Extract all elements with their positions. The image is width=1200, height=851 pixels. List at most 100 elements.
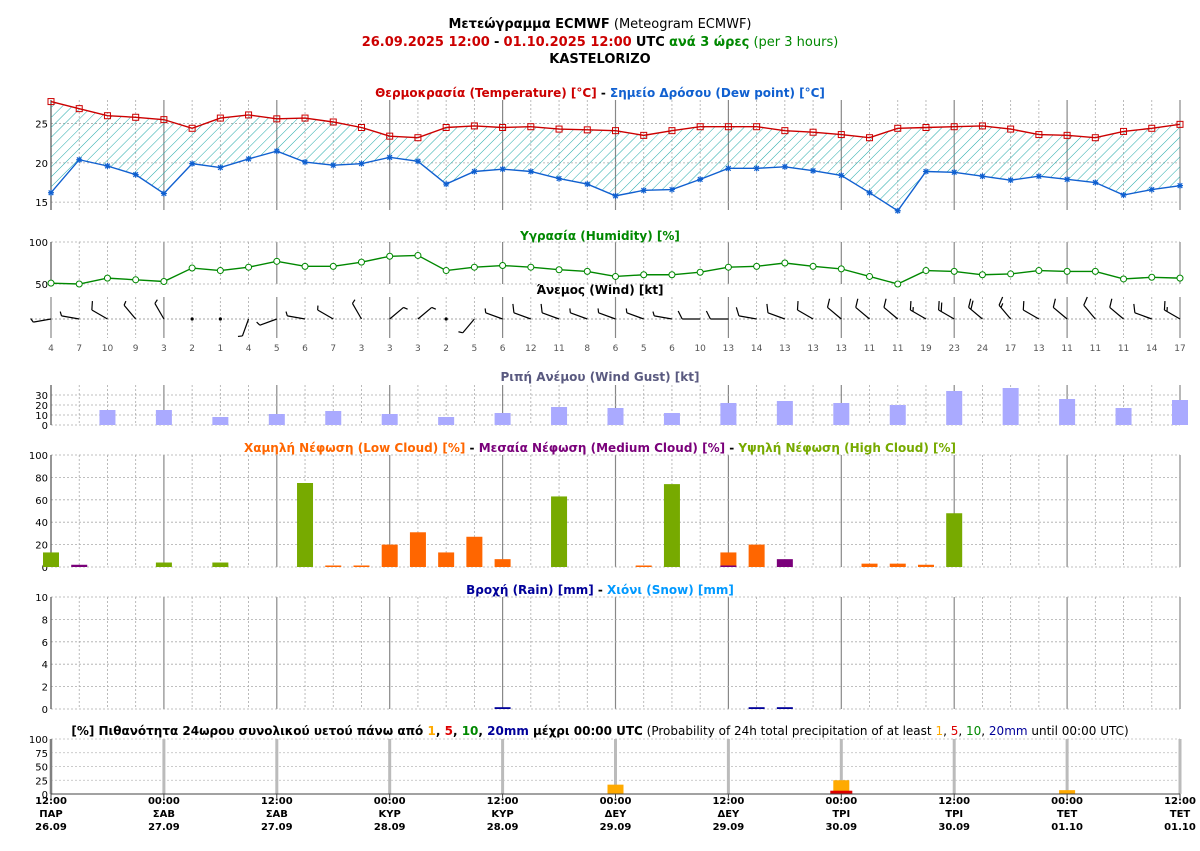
wind-barb	[154, 299, 165, 320]
wind-barb	[540, 303, 560, 320]
time-label-date: 27.09	[261, 822, 293, 833]
temperature-point	[555, 125, 563, 133]
wind-barb-half	[285, 311, 288, 317]
gust-bar	[551, 407, 568, 425]
low-cloud-bar	[438, 552, 455, 567]
time-label-hour: 12:00	[1164, 796, 1196, 807]
dewpoint-point	[471, 168, 478, 175]
dewpoint-point	[245, 155, 252, 162]
wind-barb-staff	[123, 304, 137, 320]
wind-barb	[705, 310, 729, 320]
temperature-point	[809, 128, 817, 136]
precip-ytick: 6	[42, 638, 48, 649]
dewpoint-point	[132, 171, 139, 178]
dewpoint-point	[443, 181, 450, 188]
wind-speed-label: 11	[864, 344, 875, 354]
wind-speed-label: 7	[330, 344, 336, 354]
wind-barb-staff	[91, 309, 108, 320]
temperature-point	[273, 115, 281, 123]
wind-barb-staff	[541, 312, 560, 320]
wind-barb-flag	[796, 301, 799, 311]
humidity-point	[103, 274, 111, 282]
low-cloud-bar	[748, 544, 765, 567]
humidity-point	[386, 252, 394, 260]
dewpoint-point	[414, 158, 421, 165]
time-label-hour: 00:00	[1051, 796, 1083, 807]
wind-barb-staff	[241, 318, 250, 337]
wind-barb-flag	[91, 301, 93, 311]
probability-title-part: 1	[935, 724, 943, 738]
wind-speed-label: 8	[584, 344, 590, 354]
wind-barb-half	[123, 300, 127, 306]
humidity-point	[442, 267, 450, 275]
humidity-point	[555, 266, 563, 274]
humidity-point	[894, 280, 902, 288]
time-label-date: 29.09	[713, 822, 745, 833]
wind-speed-label: 1	[217, 344, 223, 354]
clouds-title-part: -	[725, 441, 738, 455]
temperature-title-part: Σημείο Δρόσου (Dew point) [°C]	[610, 86, 825, 100]
low-cloud-bar	[353, 565, 370, 567]
period-start: 26.09.2025 12:00	[361, 35, 490, 50]
wind-barb	[123, 300, 137, 320]
wind-barb-half	[652, 311, 655, 317]
clouds-ytick: 80	[35, 473, 48, 484]
wind-title: Άνεμος (Wind) [kt]	[536, 283, 663, 297]
temperature-title-part: Θερμοκρασία (Temperature) [°C]	[375, 86, 597, 100]
dewpoint-point	[781, 163, 788, 170]
probability-title: [%] Πιθανότητα 24ωρου συνολικού υετού πά…	[71, 724, 1128, 738]
temperature-point	[470, 122, 478, 130]
wind-barb-flag	[938, 301, 940, 311]
probability-ytick: 25	[35, 776, 48, 787]
humidity-point	[1120, 275, 1128, 283]
humidity-title: Υγρασία (Humidity) [%]	[519, 229, 680, 243]
probability-ytick: 0	[42, 790, 48, 801]
wind-barb-half	[59, 311, 63, 317]
wind-barb-staff	[626, 312, 644, 320]
humidity-point	[781, 259, 789, 267]
wind-barb-half	[1000, 303, 1004, 308]
wind-speed-label: 3	[387, 344, 393, 354]
wind-speed-label: 19	[920, 344, 932, 354]
temperature-ytick: 20	[35, 159, 48, 170]
time-label-date: 28.09	[487, 822, 519, 833]
humidity-point	[1091, 267, 1099, 275]
dewpoint-point	[302, 159, 309, 166]
humidity-point	[414, 251, 422, 259]
wind-barb-staff	[654, 315, 673, 320]
time-label-date: 01.10	[1164, 822, 1196, 833]
gust-bar	[720, 403, 737, 425]
wind-barb-staff	[33, 318, 52, 323]
rain-bar	[494, 707, 511, 709]
probability-title-part: ,	[958, 724, 966, 738]
wind-barb-flag	[1052, 298, 1056, 308]
wind-speed-label: 13	[779, 344, 790, 354]
wind-barb-flag	[1083, 296, 1088, 306]
gust-bar	[833, 403, 850, 425]
rain-bar	[776, 707, 793, 709]
gust-bar	[1059, 399, 1076, 425]
wind-barb	[735, 307, 757, 320]
wind-speed-label: 13	[1033, 344, 1044, 354]
humidity-point	[640, 271, 648, 279]
time-label-day: ΤΡΙ	[945, 809, 963, 820]
temperature-point	[978, 122, 986, 130]
temperature-point	[75, 105, 83, 113]
wind-barb	[625, 308, 644, 320]
dewpoint-point	[584, 181, 591, 188]
wind-speed-label: 3	[415, 344, 421, 354]
probability-title-part: 5	[951, 724, 959, 738]
humidity-title-part: Υγρασία (Humidity) [%]	[519, 229, 680, 243]
wind-barb-staff	[351, 303, 362, 320]
dewpoint-point	[866, 189, 873, 196]
wind-barb-staff	[1022, 309, 1040, 320]
temperature-line	[50, 100, 1181, 139]
time-label-hour: 00:00	[148, 796, 180, 807]
step-english: (per 3 hours)	[753, 35, 839, 50]
temperature-point	[216, 114, 224, 122]
wind-barb-staff	[738, 315, 757, 320]
humidity-point	[216, 267, 224, 275]
wind-barb-flag	[1109, 298, 1113, 308]
temperature-point	[442, 124, 450, 131]
